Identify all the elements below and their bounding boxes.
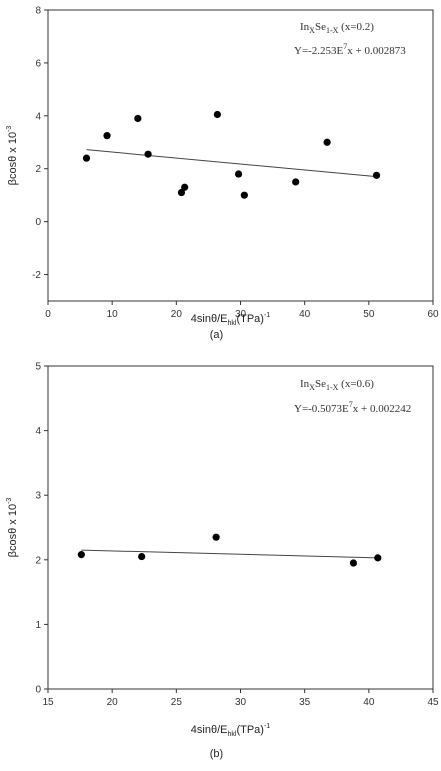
data-point	[138, 552, 146, 561]
y-tick-label: 1	[35, 620, 41, 631]
fit-line	[81, 549, 378, 559]
y-tick-label: 5	[35, 362, 41, 373]
x-tick-label: 25	[171, 697, 183, 708]
data-point	[323, 138, 331, 146]
x-tick-label: 50	[363, 309, 375, 320]
annotation-equation: Y=-0.5073E7x + 0.002242	[294, 400, 411, 415]
panel-caption: (a)	[210, 329, 223, 341]
fit-line	[86, 149, 377, 178]
y-tick-label: -2	[32, 270, 41, 281]
y-tick-label: 4	[35, 111, 41, 122]
annotation-formula: InXSe1-X (x=0.2)	[300, 21, 374, 35]
annotation-equation: Y=-2.253E7x + 0.002873	[294, 42, 406, 57]
data-point	[372, 171, 381, 179]
y-tick-label: 3	[35, 491, 41, 502]
y-tick-label: 2	[35, 164, 41, 175]
data-point	[103, 132, 111, 140]
y-tick-label: 6	[35, 58, 41, 69]
data-point	[349, 559, 358, 567]
x-tick-label: 0	[45, 309, 51, 320]
x-tick-label: 10	[107, 309, 119, 320]
data-point	[240, 191, 248, 199]
data-point	[134, 114, 142, 123]
y-axis-label: βcosθ x 10-3	[6, 126, 19, 186]
x-axis-label: 4sinθ/Ehkl(TPa)-1	[191, 723, 270, 738]
data-point	[234, 170, 243, 178]
x-tick-label: 35	[299, 697, 311, 708]
x-tick-label: 40	[363, 697, 375, 708]
x-tick-label: 30	[235, 697, 247, 708]
y-tick-label: 0	[35, 685, 41, 696]
data-point	[212, 533, 220, 541]
data-point	[177, 188, 186, 197]
x-tick-label: 30	[235, 309, 247, 320]
y-tick-label: 4	[35, 426, 41, 437]
x-tick-label: 15	[42, 697, 54, 708]
data-point	[292, 178, 300, 186]
annotation-formula: InXSe1-X (x=0.6)	[300, 378, 374, 392]
data-point	[144, 150, 152, 158]
y-axis-label: βcosθ x 10-3	[6, 498, 19, 558]
y-tick-label: 0	[35, 217, 41, 228]
panel-caption: (b)	[210, 748, 223, 760]
x-tick-label: 45	[427, 697, 439, 708]
chart-panel-a: 0 10 20 30 40 50 60 -2 0 2 4 6 8 InXSe1-X (x=0.2) Y=-2…	[6, 6, 439, 342]
x-tick-label: 20	[107, 697, 119, 708]
x-tick-label: 20	[171, 309, 183, 320]
x-tick-label: 60	[427, 309, 439, 320]
y-tick-label: 8	[35, 6, 41, 17]
data-point	[213, 110, 221, 119]
y-tick-label: 2	[35, 555, 41, 566]
x-axis-label: 4sinθ/Ehkl(TPa)-1	[191, 312, 270, 327]
data-point	[181, 183, 189, 191]
data-point	[82, 154, 91, 162]
data-point	[77, 551, 85, 559]
data-point	[374, 554, 382, 562]
x-tick-label: 40	[299, 309, 311, 320]
